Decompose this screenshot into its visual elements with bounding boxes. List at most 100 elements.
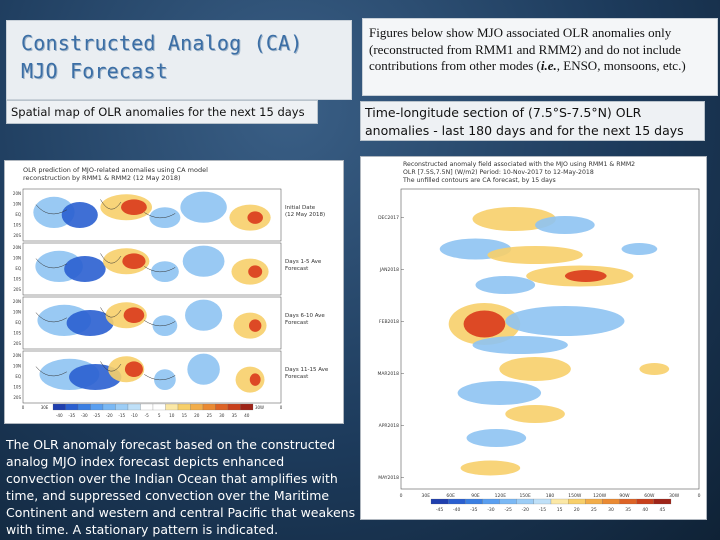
map-lat-label: 20N (13, 245, 21, 250)
tl-date-label: MAR2018 (377, 371, 399, 377)
tl-anomaly-blob (460, 460, 521, 476)
olr-anomaly-blob (187, 353, 220, 385)
right-caption: Time-longitude section of (7.5°S-7.5°N) … (360, 101, 705, 141)
map-colorbar-swatch (65, 403, 79, 411)
tl-lon-label: 120W (593, 493, 607, 499)
map-colorbar-swatch (240, 403, 254, 411)
map-panel-label: Days 6-10 Ave (285, 313, 325, 319)
map-lat-label: 10S (13, 385, 21, 390)
map-svg: OLR prediction of MJO-related anomalies … (13, 166, 329, 418)
tl-colorbar-label: 20 (574, 507, 580, 513)
map-colorbar-label: 40 (244, 413, 250, 418)
map-lat-label: EQ (15, 374, 21, 379)
tl-title-2: OLR [7.5S,7.5N] (W/m2) Period: 10-Nov-20… (403, 169, 594, 176)
olr-anomaly-blob (182, 245, 225, 277)
olr-anomaly-blob (249, 373, 261, 386)
map-lat-label: 20S (13, 341, 21, 346)
tl-anomaly-blob (564, 270, 607, 282)
map-colorbar-label: 30 (219, 413, 225, 418)
tl-anomaly-blob (475, 276, 536, 294)
tl-lon-label: 90W (619, 493, 630, 499)
map-lon-label: 0 (280, 405, 283, 410)
tl-lon-label: 0 (400, 493, 403, 499)
tl-anomaly-blob (505, 405, 565, 423)
olr-anomaly-blob (121, 199, 147, 215)
map-panel-sublabel: Forecast (285, 320, 309, 326)
tl-svg: Reconstructed anomaly field associated w… (377, 161, 701, 513)
map-colorbar-label: 5 (158, 413, 161, 418)
tl-date-label: FEB2018 (379, 319, 399, 325)
slide-title: Constructed Analog (CA) MJO Forecast (21, 31, 303, 83)
description-text-1: Figures below show MJO associated OLR an… (369, 25, 681, 73)
tl-colorbar-label: 25 (591, 507, 597, 513)
olr-anomaly-blob (180, 191, 227, 223)
map-colorbar-swatch (190, 403, 204, 411)
map-colorbar-label: -5 (145, 413, 150, 418)
tl-date-label: JAN2018 (379, 267, 399, 273)
description-italic: i.e. (540, 58, 557, 73)
map-colorbar-label: -35 (68, 413, 75, 418)
map-colorbar-label: -25 (93, 413, 100, 418)
map-colorbar-label: 15 (182, 413, 188, 418)
tl-colorbar-label: -30 (487, 507, 494, 513)
olr-anomaly-blob (122, 253, 146, 269)
map-lat-label: 10N (13, 202, 21, 207)
map-lat-label: 10N (13, 256, 21, 261)
forecast-summary-text: The OLR anomaly forecast based on the co… (6, 437, 356, 537)
olr-spatial-map-figure: OLR prediction of MJO-related anomalies … (4, 160, 344, 424)
tl-colorbar-swatch (585, 498, 603, 505)
olr-anomaly-blob (185, 299, 223, 331)
map-panel-1: 20N 10N EQ 10S 20S Initial Date(12 May 2018) (13, 188, 325, 242)
map-colorbar-swatch (77, 403, 91, 411)
map-lon-label: 30E (41, 405, 49, 410)
olr-anomaly-blob (247, 211, 263, 224)
map-lat-label: EQ (15, 212, 21, 217)
tl-colorbar-swatch (636, 498, 654, 505)
map-panel-label: Initial Date (285, 205, 316, 211)
tl-lon-label: 30E (422, 493, 431, 499)
tl-lon-label: 30W (669, 493, 680, 499)
map-lat-label: 10S (13, 331, 21, 336)
tl-date-label: APR2018 (379, 423, 400, 429)
coastline (35, 199, 176, 219)
tl-colorbar-swatch (533, 498, 552, 505)
map-colorbar-label: -15 (118, 413, 125, 418)
map-panel-label: Days 11-15 Ave (285, 367, 329, 373)
tl-colorbar-swatch (499, 498, 517, 505)
tl-date-label: DEC2017 (378, 215, 399, 221)
map-colorbar-label: 25 (207, 413, 213, 418)
tl-colorbar-label: -20 (522, 507, 529, 513)
map-panel-label: Days 1-5 Ave (285, 259, 322, 265)
map-lat-label: 10N (13, 310, 21, 315)
tl-anomaly-blob (621, 243, 658, 255)
tl-anomaly-blob (457, 381, 542, 405)
map-panel-sublabel: Forecast (285, 374, 309, 380)
tl-colorbar-label: -25 (504, 507, 511, 513)
map-colorbar-label: -10 (131, 413, 138, 418)
tl-anomaly-blob (472, 336, 568, 354)
map-colorbar-label: -30 (81, 413, 88, 418)
tl-lon-label: 0 (698, 493, 701, 499)
map-lat-label: 10S (13, 277, 21, 282)
map-colorbar-swatch (115, 403, 129, 411)
tl-colorbar-label: -15 (539, 507, 546, 513)
tl-anomaly-blob (499, 357, 571, 381)
map-lat-label: 20S (13, 287, 21, 292)
map-colorbar-swatch (140, 403, 154, 411)
tl-colorbar-swatch (448, 498, 466, 505)
tl-lon-label: 150E (519, 493, 531, 499)
map-colorbar-swatch (165, 403, 179, 411)
tl-lon-label: 120E (495, 493, 507, 499)
map-lat-label: 20S (13, 395, 21, 400)
tl-anomaly-blob (639, 363, 670, 375)
tl-colorbar-label: 35 (625, 507, 631, 513)
map-lat-label: 10S (13, 223, 21, 228)
map-colorbar-swatch (177, 403, 191, 411)
tl-colorbar-swatch (602, 498, 620, 505)
map-colorbar-swatch (215, 403, 229, 411)
tl-lon-label: 180 (546, 493, 555, 499)
tl-colorbar-swatch (568, 498, 586, 505)
